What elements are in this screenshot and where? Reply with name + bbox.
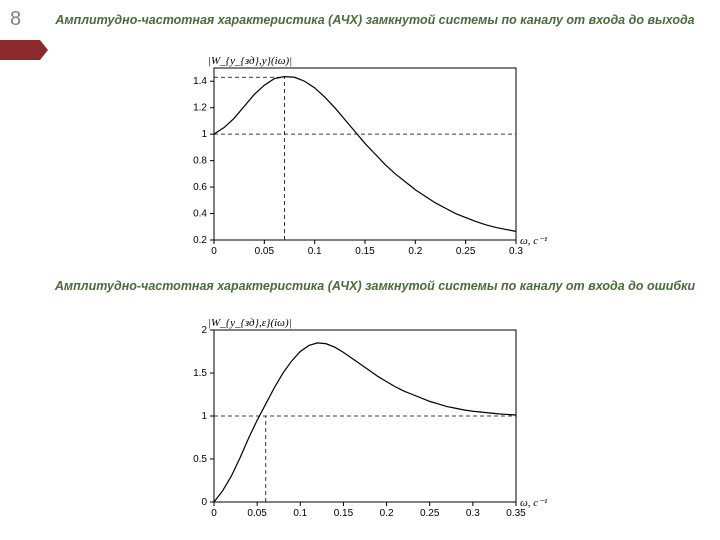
chart-1: 0 0.05 0.1 0.15 0.2 0.25 0.3 0.2 0.4 0.6 0.8 1 1.2 1.… — [170, 50, 550, 264]
title-1-em: выхода — [647, 13, 694, 27]
svg-text:|W_{y_{зд},ε}(iω)|: |W_{y_{зд},ε}(iω)| — [208, 317, 292, 329]
svg-text:ω, c⁻¹: ω, c⁻¹ — [520, 235, 547, 247]
svg-text:0.8: 0.8 — [193, 156, 207, 167]
svg-text:0.1: 0.1 — [308, 246, 322, 257]
page-number: 8 — [10, 8, 21, 31]
svg-text:0.2: 0.2 — [193, 235, 207, 246]
svg-text:0.05: 0.05 — [255, 246, 275, 257]
svg-text:0.2: 0.2 — [380, 508, 394, 519]
svg-text:0: 0 — [211, 508, 217, 519]
svg-text:2: 2 — [201, 325, 207, 336]
svg-text:0.6: 0.6 — [193, 182, 207, 193]
chart-2: 0 0.05 0.1 0.15 0.2 0.25 0.3 0.35 0 0.5 1 1.5 2|W_{y… — [170, 312, 550, 526]
svg-text:|W_{y_{зд},y}(iω)|: |W_{y_{зд},y}(iω)| — [208, 55, 292, 67]
svg-text:0.15: 0.15 — [334, 508, 354, 519]
svg-text:0.2: 0.2 — [408, 246, 422, 257]
svg-text:0.3: 0.3 — [509, 246, 523, 257]
title-1: Амплитудно-частотная характеристика (АЧХ… — [50, 12, 700, 29]
svg-text:0.25: 0.25 — [456, 246, 476, 257]
svg-text:0: 0 — [201, 497, 207, 508]
svg-text:0.25: 0.25 — [420, 508, 440, 519]
svg-text:1: 1 — [201, 129, 207, 140]
svg-text:1: 1 — [201, 411, 207, 422]
svg-text:0.5: 0.5 — [193, 454, 207, 465]
svg-text:0.35: 0.35 — [506, 508, 526, 519]
title-2: Амплитудно-частотная характеристика (АЧХ… — [50, 278, 700, 295]
slide: 8 Амплитудно-частотная характеристика (А… — [0, 0, 720, 540]
svg-text:1.2: 1.2 — [193, 103, 207, 114]
title-1-main: Амплитудно-частотная характеристика (АЧХ… — [55, 13, 644, 27]
svg-text:0.3: 0.3 — [466, 508, 480, 519]
svg-text:ω, c⁻¹: ω, c⁻¹ — [520, 497, 547, 509]
slide-marker-icon — [0, 40, 48, 60]
svg-text:0.05: 0.05 — [247, 508, 267, 519]
svg-text:0: 0 — [211, 246, 217, 257]
svg-text:0.1: 0.1 — [293, 508, 307, 519]
title-2-main: Амплитудно-частотная характеристика (АЧХ… — [55, 279, 644, 293]
svg-text:1.5: 1.5 — [193, 368, 207, 379]
svg-text:1.4: 1.4 — [193, 76, 207, 87]
title-2-em: ошибки — [647, 279, 695, 293]
svg-text:0.15: 0.15 — [355, 246, 375, 257]
svg-text:0.4: 0.4 — [193, 209, 207, 220]
